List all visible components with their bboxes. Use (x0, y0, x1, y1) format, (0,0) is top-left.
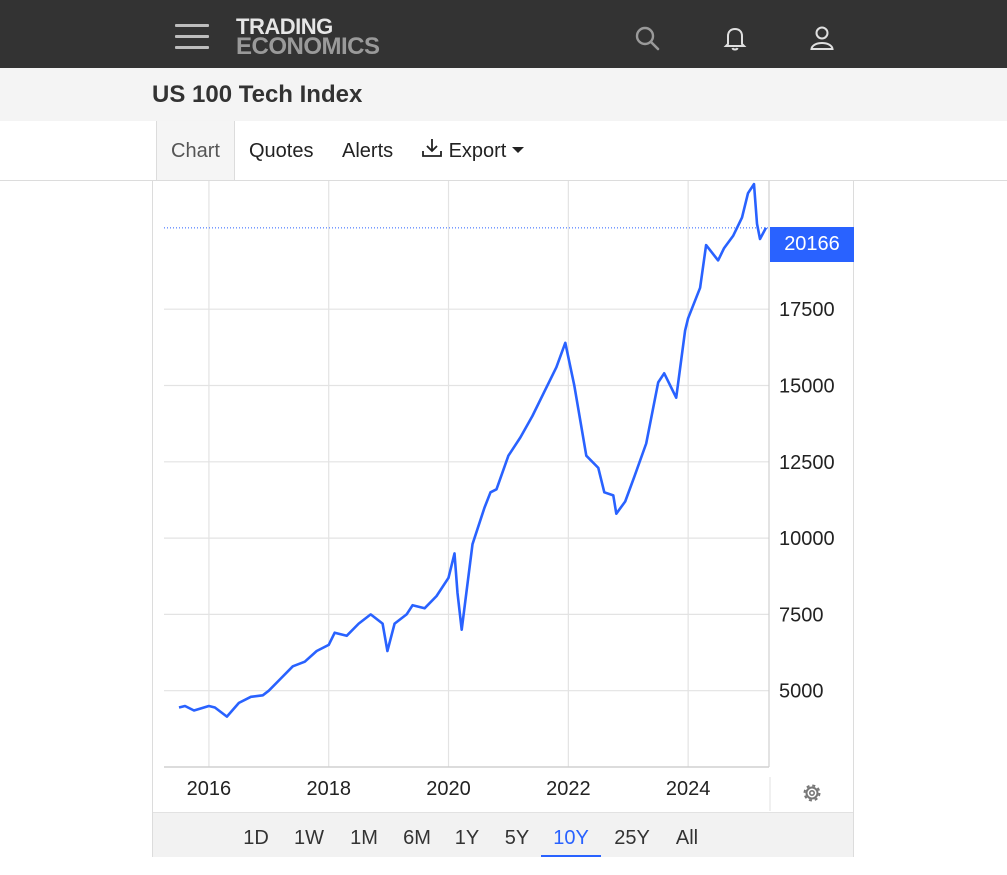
y-tick-label: 17500 (779, 299, 835, 321)
range-6m[interactable]: 6M (403, 827, 431, 849)
x-tick-label: 2020 (426, 778, 471, 800)
range-10y[interactable]: 10Y (541, 813, 601, 857)
y-tick-label: 7500 (779, 604, 824, 626)
x-tick-label: 2022 (546, 778, 591, 800)
y-tick-label: 5000 (779, 681, 824, 703)
logo[interactable]: TRADING ECONOMICS (236, 14, 380, 60)
x-tick-label: 2016 (187, 778, 232, 800)
range-1d[interactable]: 1D (243, 827, 269, 849)
series-line (178, 182, 768, 718)
tab-alerts[interactable]: Alerts (342, 140, 394, 162)
caret-down-icon (511, 147, 524, 153)
page-title: US 100 Tech Index (152, 81, 363, 108)
y-tick-label: 15000 (779, 375, 835, 397)
title-bar (0, 68, 1007, 121)
logo-line2: ECONOMICS (236, 33, 380, 60)
current-price-badge: 20166 (770, 227, 854, 262)
y-tick-label: 12500 (779, 452, 835, 474)
range-1m[interactable]: 1M (350, 827, 378, 849)
x-tick-label: 2018 (306, 778, 351, 800)
tab-bar: Chart Quotes Alerts Export (0, 121, 1007, 181)
price-chart[interactable]: 5000 7500 10000 12500 15000 17500 2016 2018 2020… (152, 181, 854, 811)
tab-chart[interactable]: Chart (156, 121, 235, 180)
logo-line1: TRADING (236, 14, 333, 39)
range-selector: 1D 1W 1M 6M 1Y 5Y 10Y 25Y All (153, 812, 853, 857)
range-1w[interactable]: 1W (294, 827, 324, 849)
gear-icon[interactable] (800, 781, 824, 805)
range-1y[interactable]: 1Y (454, 827, 480, 849)
download-icon (422, 139, 442, 157)
search-icon[interactable] (633, 24, 661, 52)
x-tick-label: 2024 (666, 778, 711, 800)
range-all[interactable]: All (675, 827, 699, 849)
export-label: Export (448, 140, 507, 162)
bell-icon[interactable] (721, 24, 749, 52)
menu-icon[interactable] (175, 24, 209, 50)
y-tick-label: 10000 (779, 528, 835, 550)
top-navbar: TRADING ECONOMICS (0, 0, 1007, 68)
tab-quotes[interactable]: Quotes (249, 140, 314, 162)
range-5y[interactable]: 5Y (504, 827, 530, 849)
range-25y[interactable]: 25Y (614, 827, 650, 849)
tab-export[interactable]: Export (421, 121, 524, 180)
user-icon[interactable] (808, 24, 836, 52)
